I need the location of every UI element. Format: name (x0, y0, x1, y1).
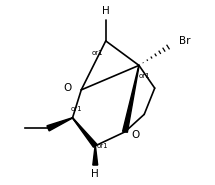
Polygon shape (72, 118, 97, 147)
Polygon shape (123, 65, 139, 132)
Polygon shape (47, 118, 73, 131)
Text: H: H (102, 6, 110, 16)
Text: or1: or1 (91, 50, 103, 56)
Text: O: O (131, 130, 140, 140)
Polygon shape (93, 146, 98, 165)
Text: or1: or1 (70, 106, 82, 112)
Text: or1: or1 (97, 143, 108, 149)
Text: H: H (91, 169, 99, 179)
Text: O: O (63, 83, 71, 93)
Text: or1: or1 (138, 73, 150, 79)
Text: Br: Br (179, 36, 191, 46)
